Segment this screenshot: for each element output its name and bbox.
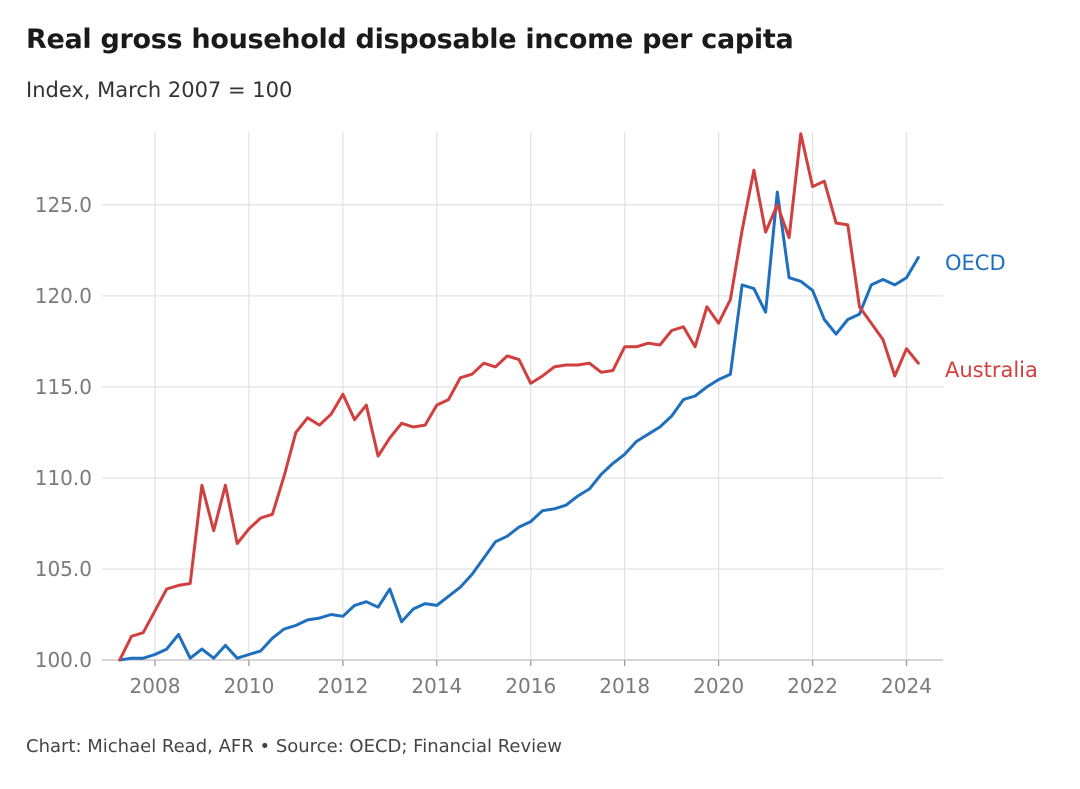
chart-title: Real gross household disposable income p… — [26, 24, 794, 55]
x-tick-label: 2024 — [881, 674, 932, 698]
x-tick-label: 2014 — [411, 674, 462, 698]
y-tick-label: 100.0 — [35, 648, 92, 672]
chart-subtitle: Index, March 2007 = 100 — [26, 78, 293, 102]
y-tick-label: 125.0 — [35, 193, 92, 217]
gridlines — [102, 132, 943, 666]
y-axis-ticks: 100.0 105.0 110.0 115.0 120.0 125.0 — [35, 193, 92, 672]
x-tick-label: 2012 — [317, 674, 368, 698]
x-axis-ticks: 2008 2010 2012 2014 2016 2018 2020 2022 2024 — [130, 674, 932, 698]
series-labels: Australia OECD — [945, 251, 1038, 382]
x-tick-label: 2018 — [599, 674, 650, 698]
x-tick-label: 2016 — [505, 674, 556, 698]
y-tick-label: 115.0 — [35, 375, 92, 399]
x-tick-label: 2020 — [693, 674, 744, 698]
y-tick-label: 110.0 — [35, 466, 92, 490]
series-label-australia: Australia — [945, 358, 1038, 382]
y-tick-label: 120.0 — [35, 284, 92, 308]
series-line-oecd — [118, 190, 920, 662]
series-lines — [118, 132, 920, 662]
x-tick-label: 2008 — [130, 674, 181, 698]
chart-source: Chart: Michael Read, AFR • Source: OECD;… — [26, 736, 562, 757]
x-tick-label: 2010 — [223, 674, 274, 698]
series-line-australia — [118, 132, 920, 662]
x-tick-label: 2022 — [787, 674, 838, 698]
y-tick-label: 105.0 — [35, 557, 92, 581]
series-label-oecd: OECD — [945, 251, 1006, 275]
